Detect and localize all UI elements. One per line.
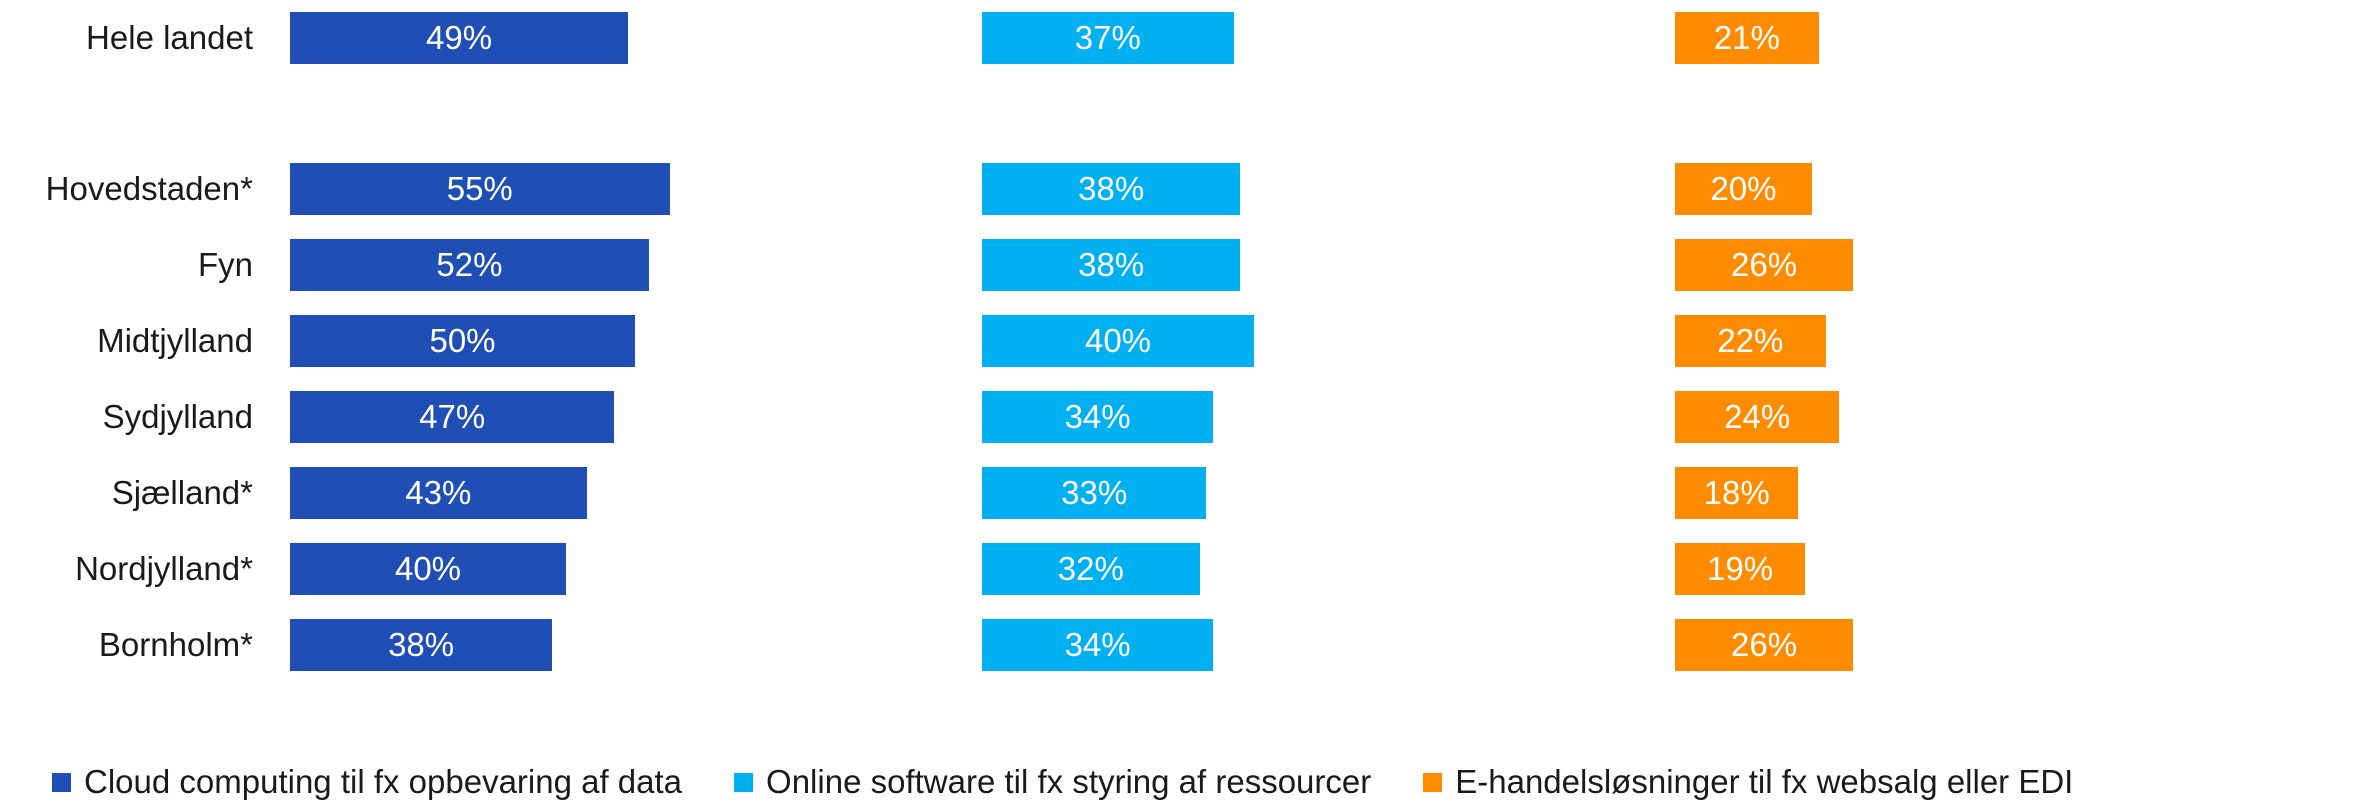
legend-swatch [734,772,754,792]
category-label: Nordjylland* [75,550,253,587]
bar-value-label: 33% [1061,474,1128,511]
bar-value-label: 49% [426,19,493,56]
bar-value-label: 55% [446,170,513,207]
bar-value-label: 52% [436,246,503,283]
bar-value-label: 47% [419,398,486,435]
bar: 40% [290,543,566,595]
bar: 26% [1675,619,1854,671]
bar: 34% [982,391,1214,443]
bar-value-label: 32% [1057,550,1124,587]
bar-value-label: 22% [1717,322,1784,359]
bar-value-label: 38% [1078,170,1145,207]
bar: 19% [1675,543,1806,595]
legend-item: E-handelsløsninger til fx websalg eller … [1423,763,2073,801]
bar-value-label: 38% [388,626,455,663]
bar: 21% [1675,12,1819,64]
bar: 18% [1675,467,1799,519]
bar: 40% [982,315,1254,367]
bar: 38% [290,619,553,671]
bar-value-label: 40% [394,550,462,587]
bar-value-label: 20% [1710,170,1777,207]
bar: 22% [1675,315,1826,367]
bar-value-label: 26% [1731,626,1798,663]
legend-label: Online software til fx styring af ressou… [766,763,1372,800]
legend-label: E-handelsløsninger til fx websalg eller … [1455,763,2074,800]
bar: 37% [982,12,1234,64]
chart-legend: Cloud computing til fx opbevaring af dat… [52,762,2125,802]
bar: 55% [290,163,670,215]
bar: 34% [982,619,1214,671]
category-label: Hele landet [86,19,253,56]
bar: 52% [290,239,649,291]
bar-value-label: 19% [1707,550,1774,587]
bar-value-label: 37% [1074,19,1141,56]
bar: 49% [290,12,629,64]
bar: 33% [982,467,1207,519]
bar: 47% [290,391,615,443]
category-label: Fyn [197,246,253,283]
category-label: Hovedstaden* [45,170,253,207]
bar: 38% [982,163,1241,215]
legend-label: Cloud computing til fx opbevaring af dat… [84,763,683,800]
category-label: Midtjylland [97,322,253,359]
bar-value-label: 26% [1731,246,1798,283]
bar: 26% [1675,239,1854,291]
bar-value-label: 34% [1064,626,1131,663]
bar: 24% [1675,391,1840,443]
bar: 38% [982,239,1241,291]
bar-value-label: 18% [1703,474,1770,511]
legend-item: Online software til fx styring af ressou… [734,763,1371,801]
bar-value-label: 21% [1713,19,1780,56]
bar-value-label: 38% [1078,246,1145,283]
bar: 20% [1675,163,1812,215]
bar: 50% [290,315,635,367]
bar-value-label: 50% [429,322,496,359]
bar: 32% [982,543,1200,595]
category-label: Sydjylland [102,398,253,435]
category-label: Sjælland* [111,474,253,511]
category-label: Bornholm* [98,626,253,663]
bar-value-label: 43% [405,474,472,511]
legend-item: Cloud computing til fx opbevaring af dat… [52,763,682,801]
legend-swatch [52,772,71,792]
legend-swatch [1423,772,1443,792]
bar-value-label: 24% [1724,398,1791,435]
bar: 43% [290,467,587,519]
bar-value-label: 34% [1064,398,1131,435]
bar-value-label: 40% [1084,322,1152,359]
